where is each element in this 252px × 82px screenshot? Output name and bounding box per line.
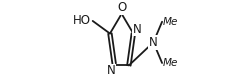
Text: O: O	[117, 1, 126, 14]
Text: N: N	[149, 36, 158, 49]
Text: Me: Me	[163, 17, 178, 27]
Text: HO: HO	[73, 14, 91, 27]
Text: Me: Me	[163, 58, 178, 68]
Text: N: N	[133, 23, 141, 36]
Text: N: N	[107, 64, 115, 77]
